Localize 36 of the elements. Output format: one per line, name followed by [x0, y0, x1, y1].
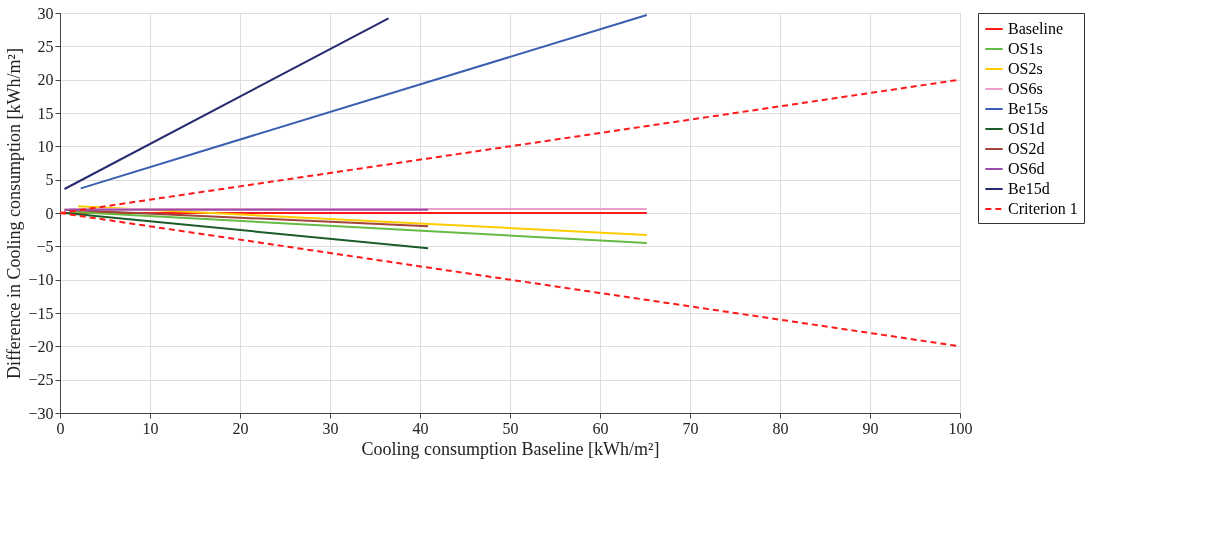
x-tick-label: 0 [56, 419, 65, 437]
legend-label: Baseline [1008, 20, 1064, 37]
x-tick-label: 60 [592, 419, 609, 437]
y-tick-label: −10 [28, 271, 54, 289]
y-axis-title: Difference in Cooling consumption [kWh/m²] [4, 48, 25, 379]
y-tick-label: 0 [45, 204, 54, 222]
y-tick-label: 5 [45, 171, 54, 189]
y-tick-label: −25 [28, 371, 54, 389]
legend-label: OS1d [1008, 120, 1045, 137]
legend-label: OS6d [1008, 160, 1045, 177]
legend-label: Criterion 1 [1008, 200, 1078, 217]
y-tick-label: 20 [37, 71, 54, 89]
x-tick-label: 70 [682, 419, 699, 437]
y-tick-label: −15 [28, 304, 54, 322]
x-tick-label: 10 [142, 419, 159, 437]
legend-label: OS2d [1008, 140, 1045, 157]
y-tick-label: −30 [28, 404, 54, 422]
legend-label: Be15s [1008, 100, 1048, 117]
y-tick-label: −20 [28, 337, 54, 355]
y-tick-label: 25 [37, 37, 54, 55]
y-tick-label: 10 [37, 137, 54, 155]
y-tick-label: 15 [37, 104, 54, 122]
x-tick-label: 50 [502, 419, 519, 437]
legend-label: OS2s [1008, 60, 1043, 77]
x-tick-label: 30 [322, 419, 339, 437]
legend-label: OS1s [1008, 40, 1043, 57]
x-tick-label: 80 [772, 419, 789, 437]
legend-label: Be15d [1008, 180, 1050, 197]
legend-label: OS6s [1008, 80, 1043, 97]
x-tick-label: 20 [232, 419, 249, 437]
y-tick-label: −5 [36, 237, 54, 255]
y-tick-label: 30 [37, 4, 54, 22]
x-axis-title: Cooling consumption Baseline [kWh/m²] [361, 438, 660, 459]
x-tick-label: 40 [412, 419, 429, 437]
x-tick-label: 100 [948, 419, 973, 437]
x-tick-label: 90 [862, 419, 879, 437]
